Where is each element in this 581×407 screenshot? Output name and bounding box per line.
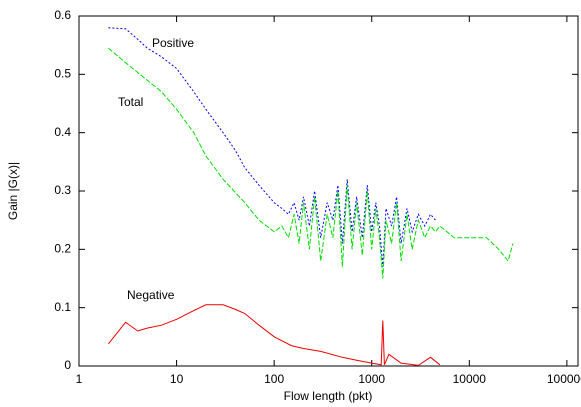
series-annotation: Positive [152, 36, 194, 50]
series-line [108, 304, 441, 366]
plot-frame [78, 15, 579, 367]
y-tick-label: 0.2 [54, 242, 71, 256]
series-line [108, 27, 436, 267]
series-line [108, 47, 514, 279]
x-axis-label: Flow length (pkt) [284, 389, 373, 403]
series-annotation: Total [118, 95, 143, 109]
x-tick-label: 100 [264, 372, 284, 386]
x-tick-label: 100000 [547, 372, 581, 386]
y-tick-label: 0.1 [54, 300, 71, 314]
y-tick-label: 0.4 [54, 125, 71, 139]
x-tick-label: 1000 [358, 372, 385, 386]
x-tick-label: 10 [170, 372, 184, 386]
series-annotation: Negative [127, 288, 175, 302]
y-tick-label: 0.6 [54, 8, 71, 22]
y-tick-label: 0.3 [54, 183, 71, 197]
x-tick-label: 1 [76, 372, 83, 386]
y-tick-label: 0 [64, 358, 71, 372]
x-tick-label: 10000 [453, 372, 487, 386]
y-tick-label: 0.5 [54, 67, 71, 81]
y-axis-label: Gain |G(x)| [6, 162, 20, 220]
